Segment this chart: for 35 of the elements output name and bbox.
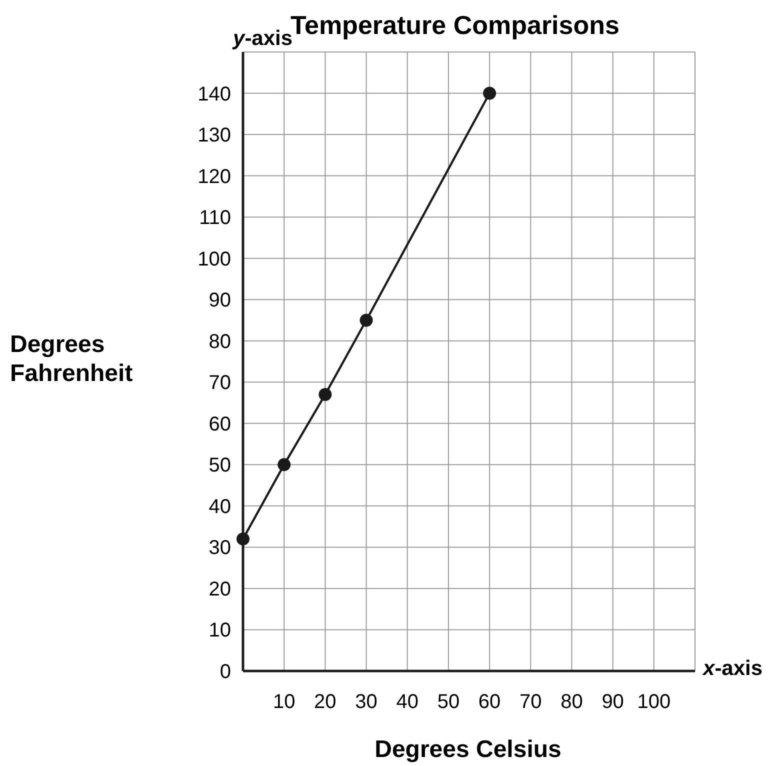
chart-title: Temperature Comparisons [290,10,620,40]
y-tick-label: 50 [208,454,231,477]
text: x-axis [702,657,763,680]
y-axis-title: Degrees Fahrenheit [10,331,133,387]
point [278,458,291,472]
text: y-axis [232,27,293,50]
x-tick-label: 20 [314,691,336,713]
y-tick-label: 0 [220,661,231,683]
y-tick-label: 80 [208,330,231,353]
x-tick-label: 100 [637,691,671,713]
x-tick-label: 80 [560,691,583,713]
point [318,388,332,402]
y-tick-label: 110 [199,207,231,230]
y-tick-label: 70 [208,372,231,394]
y-tick-label: 60 [208,413,231,436]
point [483,86,496,100]
y-tick-label: 40 [208,496,231,518]
y-tick-label: 100 [198,248,231,270]
y-tick-label: 10 [208,620,231,642]
y-tick-label: 130 [198,124,231,147]
x-tick-label: 50 [437,691,460,713]
point [360,314,373,327]
x-tick-label: 70 [520,691,542,713]
x-tick-label: 90 [602,691,624,713]
x-tick-label: 40 [396,691,418,713]
y-tick-label: 30 [208,537,231,560]
y-tick-label: 140 [198,83,231,106]
x-tick-label: 60 [478,691,501,713]
y-tick-label: 20 [208,578,231,600]
point [236,532,250,546]
y-tick-label: 120 [198,166,231,188]
y-tick-label: 90 [208,290,231,312]
x-tick-label: 30 [355,691,378,713]
x-axis-title: Degrees Celsius [374,736,562,763]
x-tick-label: 10 [272,691,296,713]
